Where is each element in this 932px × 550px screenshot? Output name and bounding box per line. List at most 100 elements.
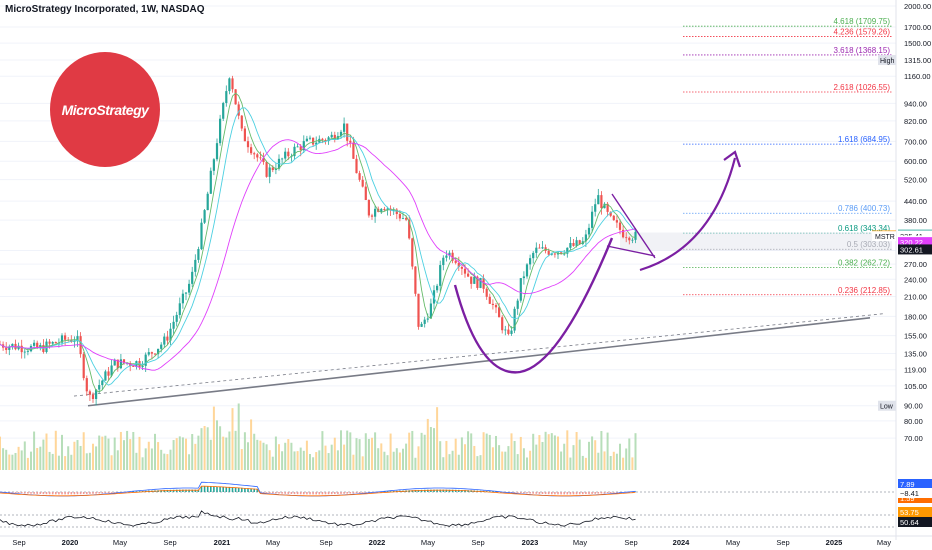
candle-body	[374, 208, 377, 217]
macd-histogram-bar	[293, 492, 296, 495]
candle-body	[414, 266, 417, 294]
volume-bar	[364, 433, 367, 470]
volume-bar	[48, 451, 51, 470]
volume-bar	[200, 428, 203, 470]
macd-histogram-bar	[98, 492, 100, 494]
volume-bar	[476, 456, 479, 470]
macd-histogram-bar	[572, 492, 575, 495]
candle-body	[163, 336, 166, 345]
volume-bar	[504, 451, 507, 470]
candle-body	[54, 342, 57, 344]
macd-histogram-bar	[616, 492, 618, 493]
candle-body	[265, 162, 268, 177]
candle-body	[222, 102, 225, 119]
candle-body	[380, 208, 383, 212]
macd-histogram-bar	[591, 492, 593, 494]
macd-histogram-bar	[423, 489, 426, 492]
time-tick-label: Sep	[471, 538, 484, 547]
candle-body	[324, 139, 327, 142]
macd-histogram-bar	[89, 492, 91, 494]
volume-bar	[14, 452, 17, 470]
volume-bar	[188, 454, 191, 470]
rsi-value-badge	[898, 507, 932, 517]
volume-bar	[154, 433, 156, 470]
time-tick-label: May	[726, 538, 740, 547]
candle-body	[17, 345, 20, 350]
microstrategy-logo: MicroStrategy	[50, 52, 160, 167]
price-badge	[898, 237, 932, 248]
price-tick-label: 105.00	[904, 382, 927, 391]
macd-histogram-bar	[265, 492, 268, 493]
candle-body	[200, 222, 203, 250]
time-tick-label: May	[877, 538, 891, 547]
volume-bar	[51, 453, 54, 470]
candle-body	[101, 380, 104, 386]
volume-bar	[256, 439, 259, 470]
macd-histogram-bar	[538, 492, 541, 494]
volume-bar	[181, 437, 184, 470]
candle-body	[33, 342, 36, 346]
volume-bar	[402, 448, 404, 470]
macd-histogram-bar	[20, 492, 23, 494]
candle-body	[299, 146, 302, 151]
candle-body	[110, 365, 113, 376]
candle-body	[271, 167, 274, 171]
volume-bar	[95, 446, 98, 470]
volume-bar	[64, 456, 67, 470]
macd-histogram-bar	[315, 492, 317, 495]
macd-histogram-bar	[216, 486, 218, 492]
volume-bar	[104, 435, 107, 470]
candle-body	[510, 330, 513, 334]
volume-bar	[302, 450, 305, 470]
volume-bar	[448, 454, 451, 470]
candle-body	[237, 104, 240, 116]
time-tick-label: 2025	[826, 538, 843, 547]
macd-histogram-bar	[324, 492, 327, 495]
volume-bar	[79, 445, 82, 470]
ma-slow-line	[0, 139, 636, 371]
candle-body	[451, 252, 454, 261]
candle-body	[504, 329, 507, 331]
candle-body	[494, 305, 498, 308]
macd-histogram-bar	[597, 492, 600, 494]
macd-histogram-bar	[262, 492, 265, 493]
macd-histogram-bar	[135, 491, 138, 492]
candle-body	[82, 354, 85, 379]
candle-body	[401, 218, 405, 219]
candle-body	[349, 140, 352, 143]
volume-bar	[141, 457, 144, 470]
volume-bar	[216, 420, 218, 470]
macd-histogram-bar	[361, 492, 364, 493]
candle-body	[48, 341, 51, 344]
fib-label: 4.618 (1709.75)	[834, 17, 891, 26]
candle-body	[405, 218, 408, 220]
rsi-line	[0, 510, 636, 527]
volume-bar	[268, 450, 271, 470]
macd-histogram-bar	[334, 492, 336, 495]
macd-histogram-bar	[234, 487, 237, 492]
candle-body	[538, 247, 541, 249]
macd-histogram-bar	[535, 492, 538, 494]
volume-bar	[367, 438, 370, 470]
macd-histogram-bar	[76, 492, 79, 495]
macd-histogram-bar	[82, 492, 85, 495]
fib-label: 1.618 (684.95)	[838, 135, 890, 144]
volume-bar	[194, 443, 197, 470]
price-tick-label: 80.00	[904, 417, 923, 426]
price-tick-label: 380.00	[904, 216, 927, 225]
volume-bar	[433, 428, 435, 470]
macd-histogram-bar	[436, 489, 438, 492]
macd-histogram-bar	[64, 492, 66, 495]
macd-value-badge	[898, 488, 932, 498]
candle-body	[476, 276, 479, 288]
price-tick-label: 1500.00	[904, 39, 931, 48]
volume-bar	[36, 448, 39, 470]
candle-body	[315, 142, 318, 145]
volume-bar	[557, 436, 559, 470]
volume-bar	[560, 451, 563, 470]
volume-bar	[414, 457, 417, 470]
candle-body	[516, 300, 519, 309]
volume-bar	[247, 442, 249, 470]
macd-value-text: 1.59	[900, 494, 915, 503]
macd-histogram-bar	[578, 492, 581, 495]
